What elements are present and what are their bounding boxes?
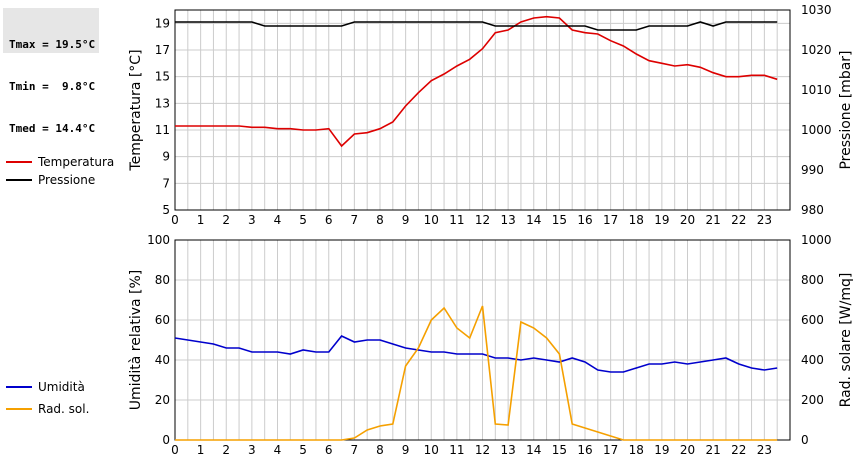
x-tick-label: 3 [248,443,256,457]
x-tick-label: 16 [577,443,592,457]
y-tick-label: 40 [155,353,170,367]
y2-tick-label: 400 [801,353,824,367]
x-tick-label: 15 [552,443,567,457]
x-tick-label: 18 [629,443,644,457]
x-tick-label: 18 [629,213,644,227]
x-tick-label: 19 [654,213,669,227]
stats-box: Tmax = 19.5°C Tmin = 9.8°C Tmed = 14.4°C [3,8,99,135]
x-tick-label: 17 [603,443,618,457]
y-tick-label: 15 [155,70,170,84]
x-tick-label: 1 [197,443,205,457]
x-tick-label: 13 [500,213,515,227]
y2-tick-label: 1000 [801,233,832,247]
x-tick-label: 3 [248,213,256,227]
y-tick-label: 13 [155,96,170,110]
y2-axis-label: Rad. solare [W/mq] [838,273,854,408]
x-tick-label: 6 [325,443,333,457]
tmin-stat: Tmin = 9.8°C [9,80,96,93]
x-tick-label: 23 [757,213,772,227]
x-tick-label: 0 [171,213,179,227]
x-tick-label: 5 [299,213,307,227]
legend-label: Temperatura [37,155,114,169]
x-tick-label: 20 [680,213,695,227]
y-tick-label: 5 [162,203,170,217]
x-tick-label: 13 [500,443,515,457]
y2-tick-label: 800 [801,273,824,287]
y2-tick-label: 1020 [801,43,832,57]
y-tick-label: 9 [162,150,170,164]
legend-label: Rad. sol. [38,402,89,416]
x-tick-label: 10 [424,213,439,227]
x-tick-label: 4 [274,213,282,227]
x-tick-label: 19 [654,443,669,457]
y-tick-label: 19 [155,16,170,30]
y2-tick-label: 980 [801,203,824,217]
temperature-pressure-chart: 0 1 2 3 4 5 6 7 8 9 10 11 12 13 14 15 16 17 18 19 20 21 22 2357… [6,3,854,227]
series-line-rad-sol- [175,305,778,441]
x-tick-label: 6 [325,213,333,227]
x-tick-label: 7 [351,443,359,457]
x-tick-label: 1 [197,213,205,227]
x-tick-label: 14 [526,443,541,457]
x-tick-label: 11 [449,443,464,457]
series-line-pressione [175,21,778,31]
y-tick-label: 20 [155,393,170,407]
y-axis-label: Temperatura [°C] [128,49,144,171]
humidity-solar-chart: 0 1 2 3 4 5 6 7 8 9 10 11 12 13 14 15 16 17 18 19 20 21 22 2302… [6,233,854,457]
y-tick-label: 0 [162,433,170,447]
x-tick-label: 21 [705,443,720,457]
plot-frame [174,239,791,441]
tmed-stat: Tmed = 14.4°C [9,122,96,135]
x-tick-label: 23 [757,443,772,457]
series-line-umidit- [174,335,778,373]
x-tick-label: 8 [376,213,384,227]
y-tick-label: 7 [162,176,170,190]
x-tick-label: 0 [171,443,179,457]
y2-tick-label: 1000 [801,123,832,137]
x-tick-label: 20 [680,443,695,457]
y-tick-label: 100 [147,233,170,247]
x-tick-label: 15 [552,213,567,227]
x-tick-label: 9 [402,213,410,227]
x-tick-label: 16 [577,213,592,227]
x-tick-label: 2 [222,213,230,227]
x-tick-label: 9 [402,443,410,457]
y-tick-label: 17 [155,43,170,57]
plot-frame [174,9,791,211]
x-tick-label: 12 [475,443,490,457]
x-tick-label: 8 [376,443,384,457]
y2-tick-label: 990 [801,163,824,177]
y2-axis-label: Pressione [mbar] [838,50,854,169]
x-tick-label: 7 [351,213,359,227]
x-tick-label: 5 [299,443,307,457]
y2-tick-label: 200 [801,393,824,407]
legend-label: Pressione [38,173,95,187]
y2-tick-label: 600 [801,313,824,327]
series-line-temperatura [175,15,778,148]
x-tick-label: 10 [424,443,439,457]
y2-tick-label: 0 [801,433,809,447]
legend-label: Umidità [38,380,85,394]
x-tick-label: 2 [222,443,230,457]
tmax-stat: Tmax = 19.5°C [9,38,96,51]
x-tick-label: 14 [526,213,541,227]
x-tick-label: 22 [731,443,746,457]
y2-tick-label: 1030 [801,3,832,17]
x-tick-label: 4 [274,443,282,457]
y-tick-label: 60 [155,313,170,327]
y2-tick-label: 1010 [801,83,832,97]
x-tick-label: 21 [705,213,720,227]
y-axis-label: Umidità relativa [%] [128,270,144,411]
y-tick-label: 11 [155,123,170,137]
x-tick-label: 12 [475,213,490,227]
y-tick-label: 80 [155,273,170,287]
x-tick-label: 11 [449,213,464,227]
x-tick-label: 22 [731,213,746,227]
x-tick-label: 17 [603,213,618,227]
